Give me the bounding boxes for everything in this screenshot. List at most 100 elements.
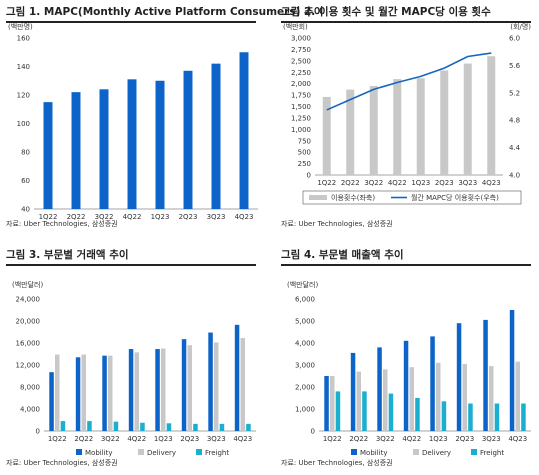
chart-title: 그림 4. 부문별 매출액 추이 [281,249,404,261]
x-tick-label: 1Q22 [39,213,58,221]
gross-bookings-chart: (백만달러) 0 4,000 8,000 12,000 16,000 20,000 24,00… [12,280,256,457]
bar [369,85,378,175]
legend-swatch [413,449,419,455]
bar [330,376,335,431]
y-tick-label: 2,500 [291,57,311,65]
bar [383,369,388,431]
bar [211,63,221,210]
bar [239,52,249,209]
title-rule [281,21,531,23]
bar [483,319,488,431]
bar [127,79,137,209]
x-tick-label: 2Q22 [341,179,360,187]
y-tick-label: 750 [298,137,311,145]
title-rule [6,264,256,266]
x-tick-label: 2Q22 [67,213,86,221]
x-tick-label: 4Q23 [508,435,527,443]
x-tick-label: 4Q23 [235,213,254,221]
x-tick-label: 3Q23 [458,179,477,187]
source-note: 자료: Uber Technologies, 삼성증권 [281,220,393,228]
x-tick-label: 2Q23 [455,435,474,443]
y-axis-unit: (백만달러) [287,280,318,289]
bar [403,340,409,431]
y-tick-label: 2,000 [291,80,311,88]
y-tick-label: 80 [21,149,30,157]
x-tick-label: 4Q22 [402,435,421,443]
y-tick-label: 24,000 [16,296,41,304]
panel-revenue: 그림 4. 부문별 매출액 추이 (백만달러) 0 1,000 2,000 3,000 4… [281,247,539,475]
bar [324,376,329,431]
legend-label: 이용횟수(좌축) [331,193,375,202]
bar [193,423,198,431]
legend-swatch [351,449,357,455]
legend-label: 월간 MAPC당 이용횟수(우측) [411,193,499,202]
y-tick-label: 8,000 [20,384,40,392]
y-tick-label: 1,000 [295,406,315,414]
y-tick-label: 1,500 [291,103,311,111]
x-tick-label: 1Q23 [154,435,173,443]
y-tick-label: 20,000 [16,318,41,326]
legend-swatch [309,195,327,200]
y-tick-label: 1,000 [291,126,311,134]
legend-swatch [471,449,477,455]
legend-box [302,190,522,205]
x-tick-label: 2Q23 [179,213,198,221]
legend-label: Delivery [147,449,176,457]
y-tick-label: 120 [17,92,30,100]
y-tick-label: 160 [17,35,30,43]
bar [468,403,473,431]
y-tick-label: 2,000 [295,384,315,392]
bar [456,323,462,431]
y-tick-label: 12,000 [16,362,41,370]
bar [55,354,60,431]
legend-label: Mobility [360,449,388,457]
bar [113,421,119,431]
bar [350,352,356,431]
y2-tick-label: 5.2 [509,89,520,97]
y-tick-label: 16,000 [16,340,41,348]
bar [128,349,134,431]
x-tick-label: 3Q22 [376,435,395,443]
bar [388,393,394,431]
y-tick-label: 40 [21,206,30,214]
x-tick-label: 3Q22 [95,213,114,221]
y-tick-label: 2,250 [291,69,311,77]
bar [234,324,240,431]
x-tick-label: 4Q23 [233,435,252,443]
bar [415,398,420,431]
legend-label: Freight [480,449,504,457]
bar [134,352,139,431]
x-tick-label: 4Q23 [482,179,501,187]
x-tick-label: 2Q23 [180,435,199,443]
bar [322,96,331,175]
legend-label: Freight [205,449,229,457]
bar [60,421,66,431]
bar [181,339,187,431]
x-tick-label: 1Q23 [151,213,170,221]
chart-title: 그림 3. 부문별 거래액 추이 [6,249,129,261]
x-tick-label: 2Q22 [349,435,368,443]
title-rule [281,264,531,266]
bar [161,348,166,431]
bar [140,422,145,431]
panel-trips: 그림 2. 이용 횟수 및 월간 MAPC당 이용 횟수 (백만회) (회/명) 0… [281,4,539,234]
y-axis-unit: (백만명) [8,22,33,31]
bar [515,361,520,431]
bar [362,391,367,431]
y-tick-label: 0 [311,428,315,436]
y-tick-label: 6,000 [295,296,315,304]
bar [430,336,435,431]
bar [494,403,500,431]
bar [166,423,172,431]
y-tick-label: 500 [298,149,311,157]
bar [81,354,86,431]
x-tick-label: 1Q23 [411,179,430,187]
bar [99,89,109,209]
bar [487,56,496,176]
bar [441,401,447,431]
bar [102,355,107,431]
bar [49,372,54,431]
y2-axis-unit: (회/명) [510,22,531,31]
bar [346,89,355,175]
mapc-chart: (백만명) 40 60 80 100 120 140 160 1Q22 2Q22 3Q22 4Q22 1… [8,22,258,221]
